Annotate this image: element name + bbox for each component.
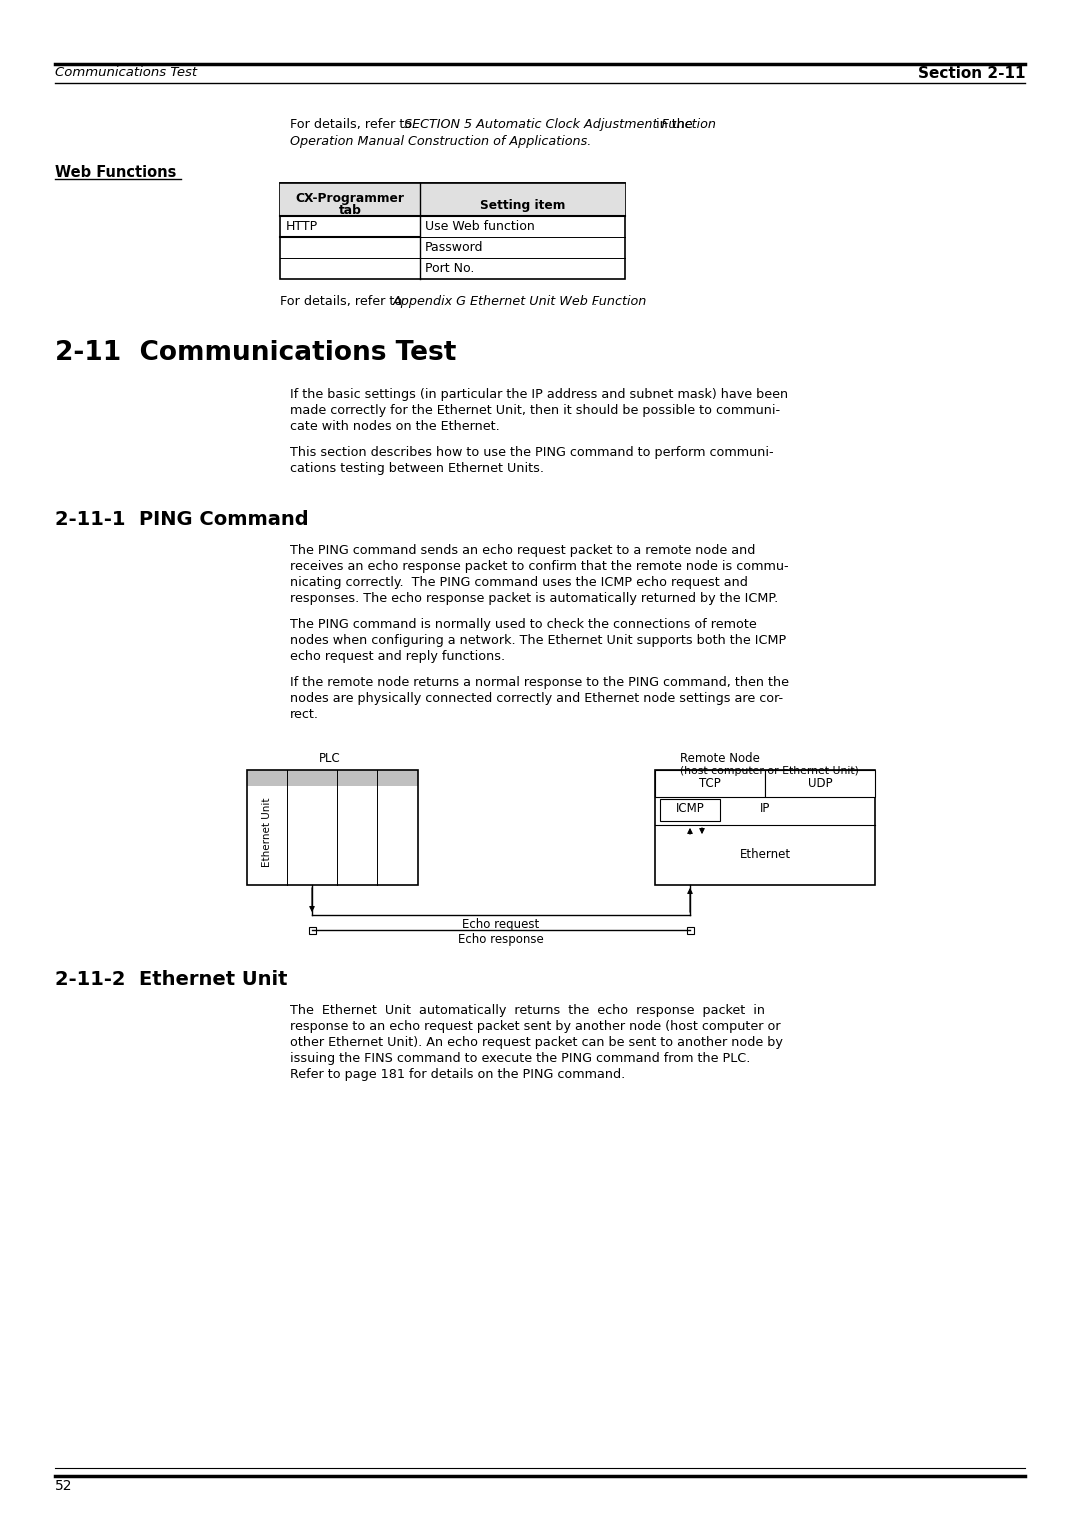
Bar: [654, 770, 875, 885]
Bar: [247, 785, 418, 885]
Text: Ethernet Unit: Ethernet Unit: [262, 798, 272, 868]
Text: ICMP: ICMP: [676, 802, 704, 816]
Text: PLC: PLC: [319, 752, 341, 766]
Bar: [654, 770, 765, 798]
Bar: [660, 799, 720, 821]
Text: nodes when configuring a network. The Ethernet Unit supports both the ICMP: nodes when configuring a network. The Et…: [291, 634, 786, 646]
Text: This section describes how to use the PING command to perform communi-: This section describes how to use the PI…: [291, 446, 773, 458]
Text: Appendix G Ethernet Unit Web Function: Appendix G Ethernet Unit Web Function: [393, 295, 647, 309]
Text: Section 2-11: Section 2-11: [918, 66, 1025, 81]
Text: in the: in the: [652, 118, 692, 131]
Text: Operation Manual Construction of Applications.: Operation Manual Construction of Applica…: [291, 134, 591, 148]
Text: TCP: TCP: [699, 778, 720, 790]
Bar: [280, 183, 625, 215]
Text: .: .: [593, 295, 597, 309]
Text: Setting item: Setting item: [480, 199, 565, 212]
Text: cate with nodes on the Ethernet.: cate with nodes on the Ethernet.: [291, 420, 500, 432]
Text: issuing the FINS command to execute the PING command from the PLC.: issuing the FINS command to execute the …: [291, 1051, 751, 1065]
Text: Password: Password: [426, 241, 484, 254]
Text: 2-11-2  Ethernet Unit: 2-11-2 Ethernet Unit: [55, 970, 287, 989]
Text: Web Functions: Web Functions: [55, 165, 176, 180]
Bar: [309, 926, 315, 934]
Text: receives an echo response packet to confirm that the remote node is commu-: receives an echo response packet to conf…: [291, 559, 788, 573]
Text: 52: 52: [55, 1479, 72, 1493]
Text: made correctly for the Ethernet Unit, then it should be possible to communi-: made correctly for the Ethernet Unit, th…: [291, 403, 780, 417]
Text: 2-11  Communications Test: 2-11 Communications Test: [55, 341, 457, 367]
Text: echo request and reply functions.: echo request and reply functions.: [291, 649, 505, 663]
Text: Use Web function: Use Web function: [426, 220, 535, 232]
Text: HTTP: HTTP: [286, 220, 319, 232]
Text: responses. The echo response packet is automatically returned by the ICMP.: responses. The echo response packet is a…: [291, 591, 779, 605]
Text: If the basic settings (in particular the IP address and subnet mask) have been: If the basic settings (in particular the…: [291, 388, 788, 400]
Text: response to an echo request packet sent by another node (host computer or: response to an echo request packet sent …: [291, 1021, 781, 1033]
Text: cations testing between Ethernet Units.: cations testing between Ethernet Units.: [291, 461, 544, 475]
Text: SECTION 5 Automatic Clock Adjustment Function: SECTION 5 Automatic Clock Adjustment Fun…: [404, 118, 716, 131]
Bar: [687, 926, 693, 934]
Text: tab: tab: [338, 205, 362, 217]
Text: other Ethernet Unit). An echo request packet can be sent to another node by: other Ethernet Unit). An echo request pa…: [291, 1036, 783, 1050]
Text: Port No.: Port No.: [426, 261, 474, 275]
Text: 2-11-1  PING Command: 2-11-1 PING Command: [55, 510, 309, 529]
Text: CX-Programmer: CX-Programmer: [296, 193, 405, 205]
Text: nicating correctly.  The PING command uses the ICMP echo request and: nicating correctly. The PING command use…: [291, 576, 747, 588]
Text: nodes are physically connected correctly and Ethernet node settings are cor-: nodes are physically connected correctly…: [291, 692, 783, 704]
Text: (host computer or Ethernet Unit): (host computer or Ethernet Unit): [680, 766, 859, 776]
Text: Remote Node: Remote Node: [680, 752, 760, 766]
Text: IP: IP: [760, 802, 770, 816]
Text: The PING command is normally used to check the connections of remote: The PING command is normally used to che…: [291, 617, 757, 631]
Text: The  Ethernet  Unit  automatically  returns  the  echo  response  packet  in: The Ethernet Unit automatically returns …: [291, 1004, 765, 1018]
Bar: [765, 770, 875, 798]
Bar: [247, 770, 418, 785]
Text: Echo response: Echo response: [458, 934, 544, 946]
Text: The PING command sends an echo request packet to a remote node and: The PING command sends an echo request p…: [291, 544, 755, 558]
Text: Communications Test: Communications Test: [55, 67, 198, 79]
Bar: [280, 183, 625, 280]
Text: For details, refer to: For details, refer to: [291, 118, 416, 131]
Text: For details, refer to: For details, refer to: [280, 295, 406, 309]
Text: Ethernet: Ethernet: [740, 848, 791, 862]
Text: rect.: rect.: [291, 707, 319, 721]
Text: Echo request: Echo request: [462, 918, 540, 931]
Text: Refer to page 181 for details on the PING command.: Refer to page 181 for details on the PIN…: [291, 1068, 625, 1080]
Text: UDP: UDP: [808, 778, 833, 790]
Bar: [247, 770, 418, 885]
Text: If the remote node returns a normal response to the PING command, then the: If the remote node returns a normal resp…: [291, 675, 789, 689]
